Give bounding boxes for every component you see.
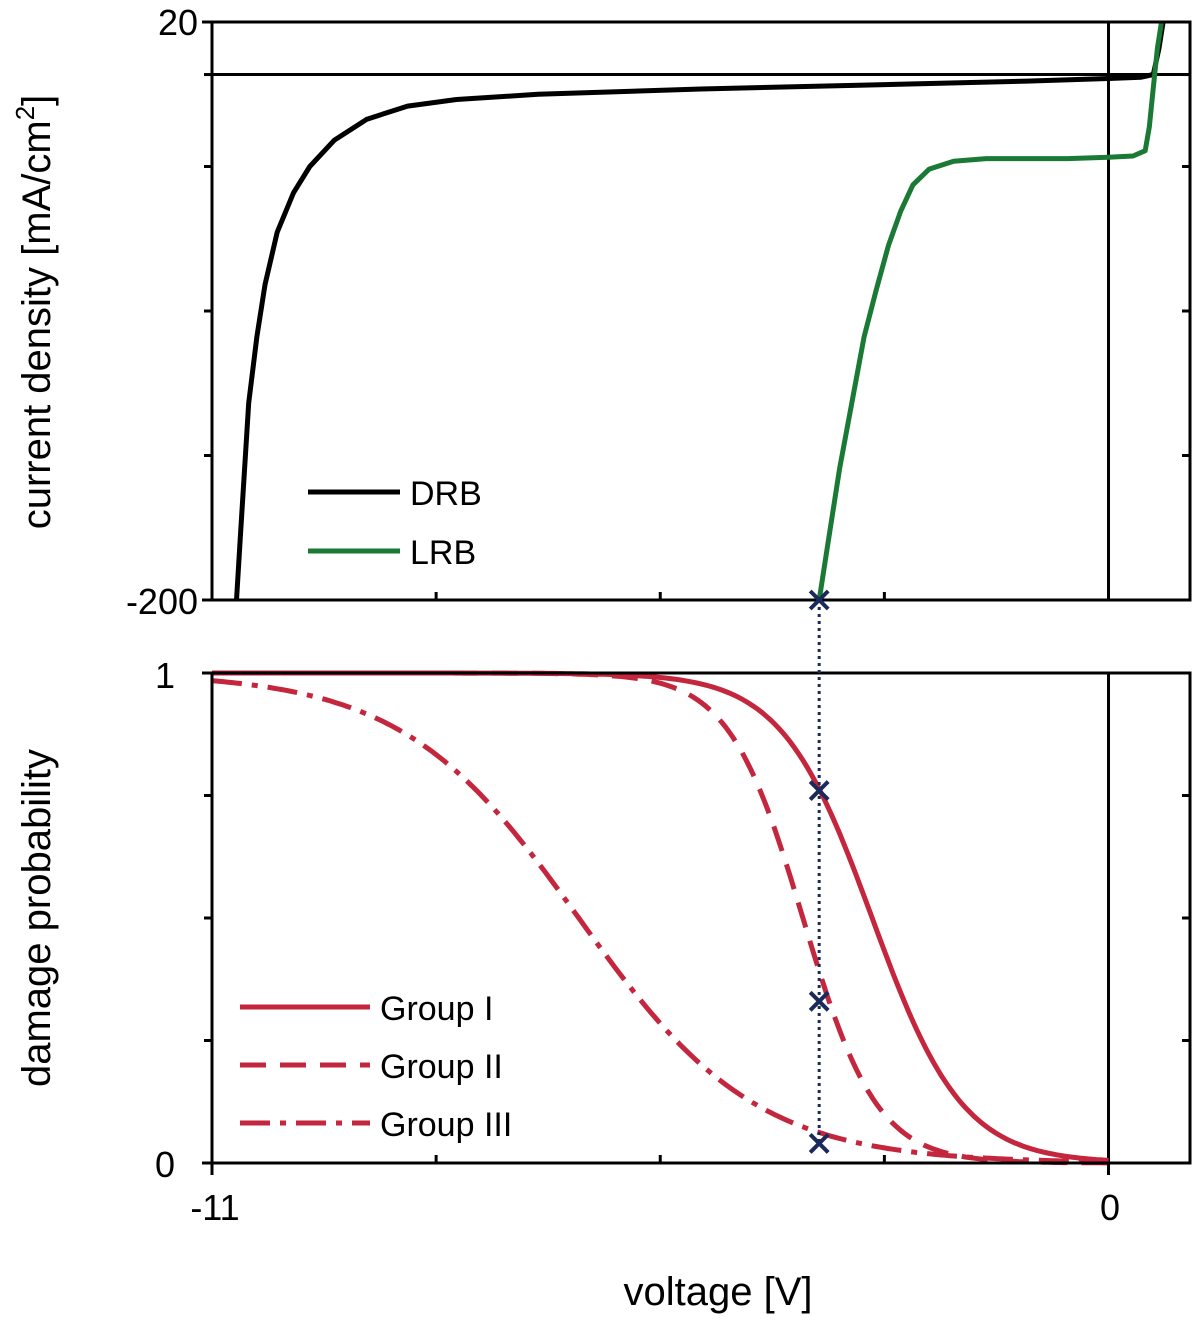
bottom-marker-0-stroke-b [808, 780, 830, 802]
top-y-tick-label-min: -200 [126, 581, 198, 622]
top-legend: DRB LRB [308, 475, 482, 572]
top-panel: 20 -200 current density [mA/cm2] DRB LRB [10, 2, 1192, 622]
top-y-tick-label-max: 20 [158, 2, 198, 43]
bottom-marker-2-stroke-b [808, 1132, 830, 1154]
x-axis-label: voltage [V] [623, 1270, 812, 1314]
top-plot-layer [202, 20, 1192, 611]
bottom-y-tick-label-max: 1 [155, 655, 175, 696]
bottom-y-axis-label: damage probability [15, 749, 59, 1087]
series-line-lrb [816, 21, 1164, 601]
top-y-axis-label: current density [mA/cm2] [10, 95, 59, 530]
legend-label-group-2: Group II [380, 1048, 503, 1086]
bottom-panel: 1 0 -11 0 voltage [V] damage probability… [15, 600, 1192, 1314]
legend-label-group-3: Group III [380, 1106, 512, 1144]
series-line-group-1 [212, 670, 1109, 1163]
bottom-frame [210, 671, 1192, 1165]
bottom-marker-1 [808, 990, 830, 1012]
series-line-drb [234, 21, 1166, 601]
x-tick-label-min: -11 [190, 1187, 239, 1228]
series-line-group-2 [212, 670, 1109, 1166]
bottom-plot-layer [202, 600, 1192, 1175]
bottom-marker-0 [808, 780, 830, 802]
bottom-marker-2 [808, 1132, 830, 1154]
x-tick-label-zero: 0 [1100, 1187, 1120, 1228]
bottom-y-tick-label-min: 0 [155, 1144, 175, 1185]
bottom-legend: Group I Group II Group III [240, 990, 512, 1144]
legend-label-lrb: LRB [410, 534, 476, 572]
legend-label-group-1: Group I [380, 990, 493, 1028]
series-line-group-3 [211, 678, 1109, 1165]
top-y-axis-label-close: ] [15, 95, 59, 106]
bottom-marker-1-stroke-b [808, 990, 830, 1012]
top-frame [210, 20, 1192, 602]
top-y-axis-label-text: current density [mA/cm [15, 120, 59, 529]
legend-label-drb: DRB [410, 475, 482, 513]
top-y-axis-label-sup: 2 [10, 106, 40, 120]
